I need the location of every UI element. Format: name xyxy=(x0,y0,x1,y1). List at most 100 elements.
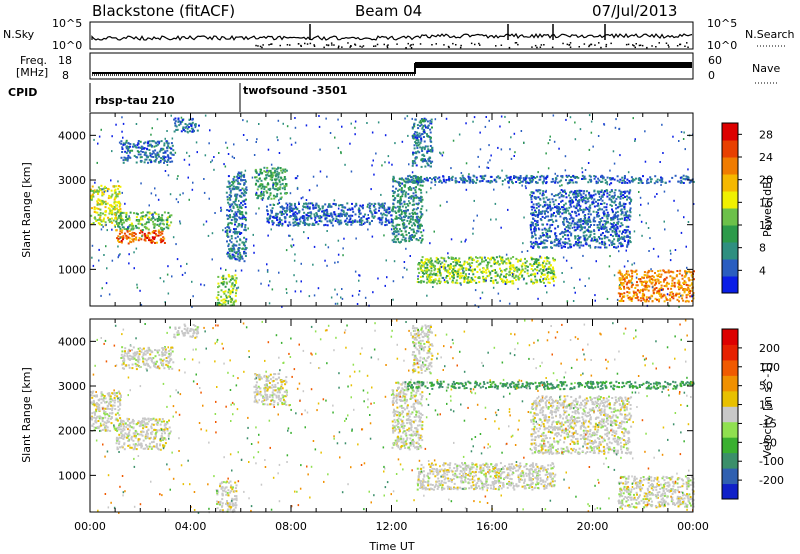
heatmap-cell xyxy=(222,298,225,301)
heatmap-cell xyxy=(587,181,590,184)
heatmap-cell xyxy=(560,244,563,247)
heatmap-cell xyxy=(236,258,239,261)
heatmap-cell xyxy=(586,237,589,240)
heatmap-cell xyxy=(416,124,419,127)
heatmap-cell xyxy=(536,241,538,244)
heatmap-cell xyxy=(626,281,629,284)
heatmap-cell xyxy=(191,127,194,130)
heatmap-cell xyxy=(111,211,114,214)
heatmap-cell xyxy=(540,240,543,243)
heatmap-cell xyxy=(536,181,539,184)
heatmap-cell xyxy=(238,206,241,209)
heatmap-cell xyxy=(604,246,607,249)
heatmap-cell xyxy=(632,117,634,120)
heatmap-cell xyxy=(588,196,591,199)
heatmap-cell xyxy=(616,210,619,213)
heatmap-cell xyxy=(632,295,635,298)
heatmap-cell xyxy=(420,241,423,244)
heatmap-cell xyxy=(557,205,560,208)
heatmap-cell xyxy=(686,299,689,302)
heatmap-cell xyxy=(417,239,420,242)
heatmap-cell xyxy=(245,186,248,189)
heatmap-cell xyxy=(682,182,685,184)
heatmap-cell xyxy=(424,126,427,129)
heatmap-cell xyxy=(578,189,581,192)
heatmap-cell xyxy=(496,274,499,277)
heatmap-cell xyxy=(531,180,533,183)
heatmap-cell xyxy=(345,212,348,215)
heatmap-cell xyxy=(615,226,618,229)
heatmap-cell xyxy=(294,126,297,129)
heatmap-cell xyxy=(422,136,425,138)
heatmap-cell xyxy=(265,190,268,193)
heatmap-cell xyxy=(116,237,119,240)
heatmap-cell xyxy=(545,182,548,185)
heatmap-cell xyxy=(428,136,431,138)
heatmap-cell xyxy=(629,207,632,210)
heatmap-cell xyxy=(358,219,361,222)
heatmap-cell xyxy=(621,293,624,296)
heatmap-cell xyxy=(584,194,587,197)
heatmap-cell xyxy=(230,237,233,240)
heatmap-cell xyxy=(180,121,182,123)
heatmap-cell xyxy=(637,278,640,281)
heatmap-cell xyxy=(542,197,545,200)
heatmap-cell xyxy=(398,228,401,231)
heatmap-cell xyxy=(239,189,242,192)
heatmap-cell xyxy=(615,197,618,200)
heatmap-cell xyxy=(334,220,337,222)
heatmap-cell xyxy=(649,278,652,281)
heatmap-cell xyxy=(569,179,572,181)
heatmap-cell xyxy=(182,129,185,131)
heatmap-cell xyxy=(462,272,465,275)
heatmap-cell xyxy=(446,280,449,283)
heatmap-cell xyxy=(597,229,600,232)
heatmap-cell xyxy=(235,289,238,292)
heatmap-cell xyxy=(559,215,562,218)
heatmap-cell xyxy=(226,226,229,228)
heatmap-cell xyxy=(114,217,117,220)
heatmap-cell xyxy=(111,213,114,216)
heatmap-cell xyxy=(227,302,229,305)
heatmap-cell xyxy=(148,143,151,146)
heatmap-cell xyxy=(660,176,662,179)
heatmap-cell xyxy=(354,219,357,222)
heatmap-cell xyxy=(658,273,661,276)
heatmap-cell xyxy=(534,237,537,240)
heatmap-cell xyxy=(625,283,628,286)
heatmap-cell xyxy=(144,223,147,226)
heatmap-cell xyxy=(276,170,279,173)
heatmap-cell xyxy=(244,191,247,193)
heatmap-cell xyxy=(543,273,546,276)
heatmap-cell xyxy=(90,223,93,226)
heatmap-cell xyxy=(573,196,576,199)
heatmap-cell xyxy=(447,271,450,274)
heatmap-cell xyxy=(121,211,124,214)
heatmap-cell xyxy=(553,212,555,214)
heatmap-cell xyxy=(392,185,395,188)
heatmap-cell xyxy=(598,195,601,198)
heatmap-cell xyxy=(486,275,489,278)
heatmap-cell xyxy=(235,186,238,189)
heatmap-cell xyxy=(226,198,229,201)
heatmap-cell xyxy=(523,264,526,267)
heatmap-cell xyxy=(277,167,280,170)
heatmap-cell xyxy=(237,247,240,249)
heatmap-cell xyxy=(552,220,555,223)
heatmap-cell xyxy=(594,239,596,241)
heatmap-cell xyxy=(447,269,450,272)
heatmap-cell xyxy=(546,291,548,294)
heatmap-cell xyxy=(231,180,234,183)
heatmap-cell xyxy=(500,259,503,262)
heatmap-cell xyxy=(462,176,465,179)
heatmap-cell xyxy=(583,238,586,241)
heatmap-cell xyxy=(458,133,461,136)
heatmap-cell xyxy=(107,216,110,219)
heatmap-cell xyxy=(632,179,635,182)
heatmap-cell xyxy=(543,227,546,230)
heatmap-cell xyxy=(618,299,621,302)
heatmap-cell xyxy=(565,218,568,221)
heatmap-cell xyxy=(539,204,542,207)
heatmap-cell xyxy=(534,268,537,271)
heatmap-cell xyxy=(243,260,246,263)
